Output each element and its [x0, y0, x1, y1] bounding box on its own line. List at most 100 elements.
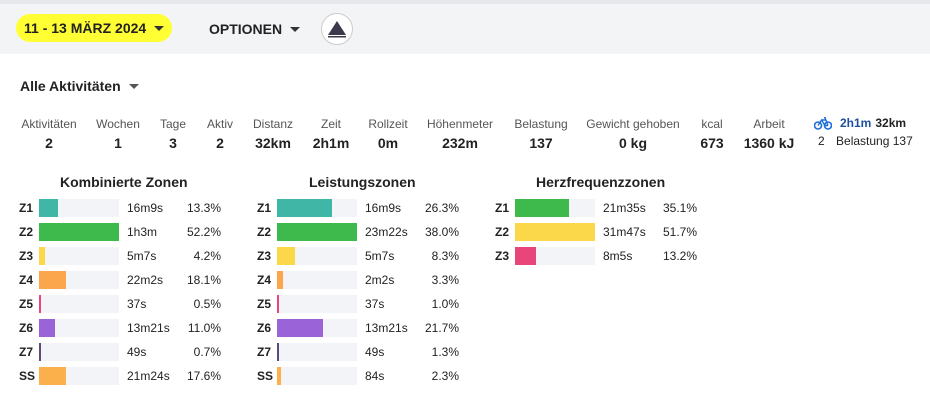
- zone-label: Z2: [19, 225, 34, 239]
- zone-percent: 0.5%: [193, 297, 221, 311]
- app-logo-icon[interactable]: [321, 13, 353, 45]
- power-zone-row: SS 84s 2.3%: [257, 366, 459, 386]
- zone-bar-fill: [277, 343, 279, 361]
- power-zone-row: Z1 16m9s 26.3%: [257, 198, 459, 218]
- zone-bar-track: [277, 223, 357, 241]
- stat-label: Belastung: [514, 117, 568, 131]
- sport-summary[interactable]: 2h1m 32km 2 Belastung 137: [814, 116, 913, 148]
- options-button[interactable]: OPTIONEN: [209, 21, 301, 37]
- sport-count: 2: [818, 134, 825, 148]
- power-zone-row: Z7 49s 1.3%: [257, 342, 459, 362]
- combined-zone-row: Z6 13m21s 11.0%: [19, 318, 221, 338]
- zone-percent: 1.0%: [431, 297, 459, 311]
- zone-bar-fill: [39, 367, 67, 385]
- zone-bar-fill: [39, 223, 119, 241]
- zone-bar-track: [39, 271, 119, 289]
- zone-bar-fill: [515, 223, 595, 241]
- zone-bar-track: [277, 343, 357, 361]
- zone-bar-track: [277, 199, 357, 217]
- zone-bar-track: [277, 367, 357, 385]
- heart-rate-zones-title: Herzfrequenzzonen: [536, 174, 666, 190]
- zone-bar-track: [515, 199, 595, 217]
- stat-distance: Distanz 32km: [252, 117, 294, 151]
- sport-load: Belastung 137: [836, 134, 913, 148]
- stat-label: Wochen: [96, 117, 140, 131]
- zone-label: Z4: [257, 273, 272, 287]
- zone-percent: 1.3%: [431, 345, 459, 359]
- stat-label: Gewicht gehoben: [586, 117, 680, 131]
- stat-time: Zeit 2h1m: [310, 117, 352, 151]
- zone-percent: 17.6%: [186, 369, 221, 383]
- heart-zone-row: Z2 31m47s 51.7%: [495, 222, 697, 242]
- stat-label: kcal: [701, 117, 723, 131]
- options-label: OPTIONEN: [209, 21, 283, 37]
- zone-bar-fill: [39, 199, 59, 217]
- zone-label: Z3: [257, 249, 272, 263]
- stat-label: Zeit: [320, 117, 341, 131]
- zone-label: Z3: [495, 249, 510, 263]
- zone-duration: 23m22s: [365, 225, 408, 239]
- activity-filter-dropdown[interactable]: Alle Aktivitäten: [20, 78, 139, 94]
- zone-bar-fill: [39, 247, 46, 265]
- stat-label: Distanz: [252, 117, 293, 131]
- stat-rolltime: Rollzeit 0m: [366, 117, 410, 151]
- zone-percent: 8.3%: [431, 249, 459, 263]
- zone-bar-fill: [277, 223, 357, 241]
- combined-zone-row: Z5 37s 0.5%: [19, 294, 221, 314]
- combined-zone-row: SS 21m24s 17.6%: [19, 366, 221, 386]
- stat-load: Belastung 137: [512, 117, 570, 151]
- stat-value: 3: [169, 135, 177, 151]
- zone-duration: 31m47s: [603, 225, 646, 239]
- zone-duration: 16m9s: [127, 201, 164, 215]
- zone-percent: 18.1%: [186, 273, 221, 287]
- power-zone-row: Z5 37s 1.0%: [257, 294, 459, 314]
- zone-percent: 2.3%: [431, 369, 459, 383]
- stat-value: 137: [529, 135, 553, 151]
- stat-elevation: Höhenmeter 232m: [425, 117, 495, 151]
- heart-zone-row: Z3 8m5s 13.2%: [495, 246, 697, 266]
- zone-percent: 38.0%: [424, 225, 459, 239]
- power-zone-row: Z6 13m21s 21.7%: [257, 318, 459, 338]
- zone-bar-fill: [277, 319, 323, 337]
- sport-time: 2h1m: [840, 116, 872, 130]
- zone-label: Z5: [19, 297, 34, 311]
- bicycle-icon: [814, 117, 832, 130]
- stat-value: 1360 kJ: [743, 135, 795, 151]
- zone-bar-track: [515, 247, 595, 265]
- combined-zone-row: Z4 22m2s 18.1%: [19, 270, 221, 290]
- stat-label: Arbeit: [753, 117, 785, 131]
- zone-duration: 2m2s: [365, 273, 395, 287]
- zone-duration: 13m21s: [365, 321, 408, 335]
- stat-value: 673: [700, 135, 724, 151]
- zone-bar-fill: [277, 247, 295, 265]
- toolbar: 11 - 13 MÄRZ 2024 OPTIONEN: [0, 4, 930, 54]
- zone-bar-track: [39, 343, 119, 361]
- zone-label: SS: [19, 369, 36, 383]
- date-range-button[interactable]: 11 - 13 MÄRZ 2024: [16, 14, 173, 42]
- zone-duration: 8m5s: [603, 249, 633, 263]
- zone-percent: 51.7%: [662, 225, 697, 239]
- zone-label: Z3: [19, 249, 34, 263]
- stat-kcal: kcal 673: [694, 117, 730, 151]
- zone-bar-track: [39, 319, 119, 337]
- combined-zone-row: Z3 5m7s 4.2%: [19, 246, 221, 266]
- power-zone-row: Z2 23m22s 38.0%: [257, 222, 459, 242]
- zone-duration: 49s: [365, 345, 385, 359]
- stat-label: Höhenmeter: [426, 117, 494, 131]
- zone-label: Z7: [257, 345, 272, 359]
- zone-duration: 21m24s: [127, 369, 170, 383]
- stat-activities: Aktivitäten 2: [20, 117, 78, 151]
- zone-label: Z2: [257, 225, 272, 239]
- zone-label: Z7: [19, 345, 34, 359]
- zone-duration: 1h3m: [127, 225, 158, 239]
- zone-percent: 11.0%: [187, 321, 221, 335]
- zone-label: SS: [257, 369, 274, 383]
- stat-value: 32km: [255, 135, 291, 151]
- stat-days: Tage 3: [158, 117, 188, 151]
- zone-bar-fill: [39, 271, 67, 289]
- power-zone-row: Z4 2m2s 3.3%: [257, 270, 459, 290]
- combined-zone-row: Z1 16m9s 13.3%: [19, 198, 221, 218]
- zone-bar-track: [39, 295, 119, 313]
- zone-label: Z6: [19, 321, 34, 335]
- zone-duration: 22m2s: [127, 273, 164, 287]
